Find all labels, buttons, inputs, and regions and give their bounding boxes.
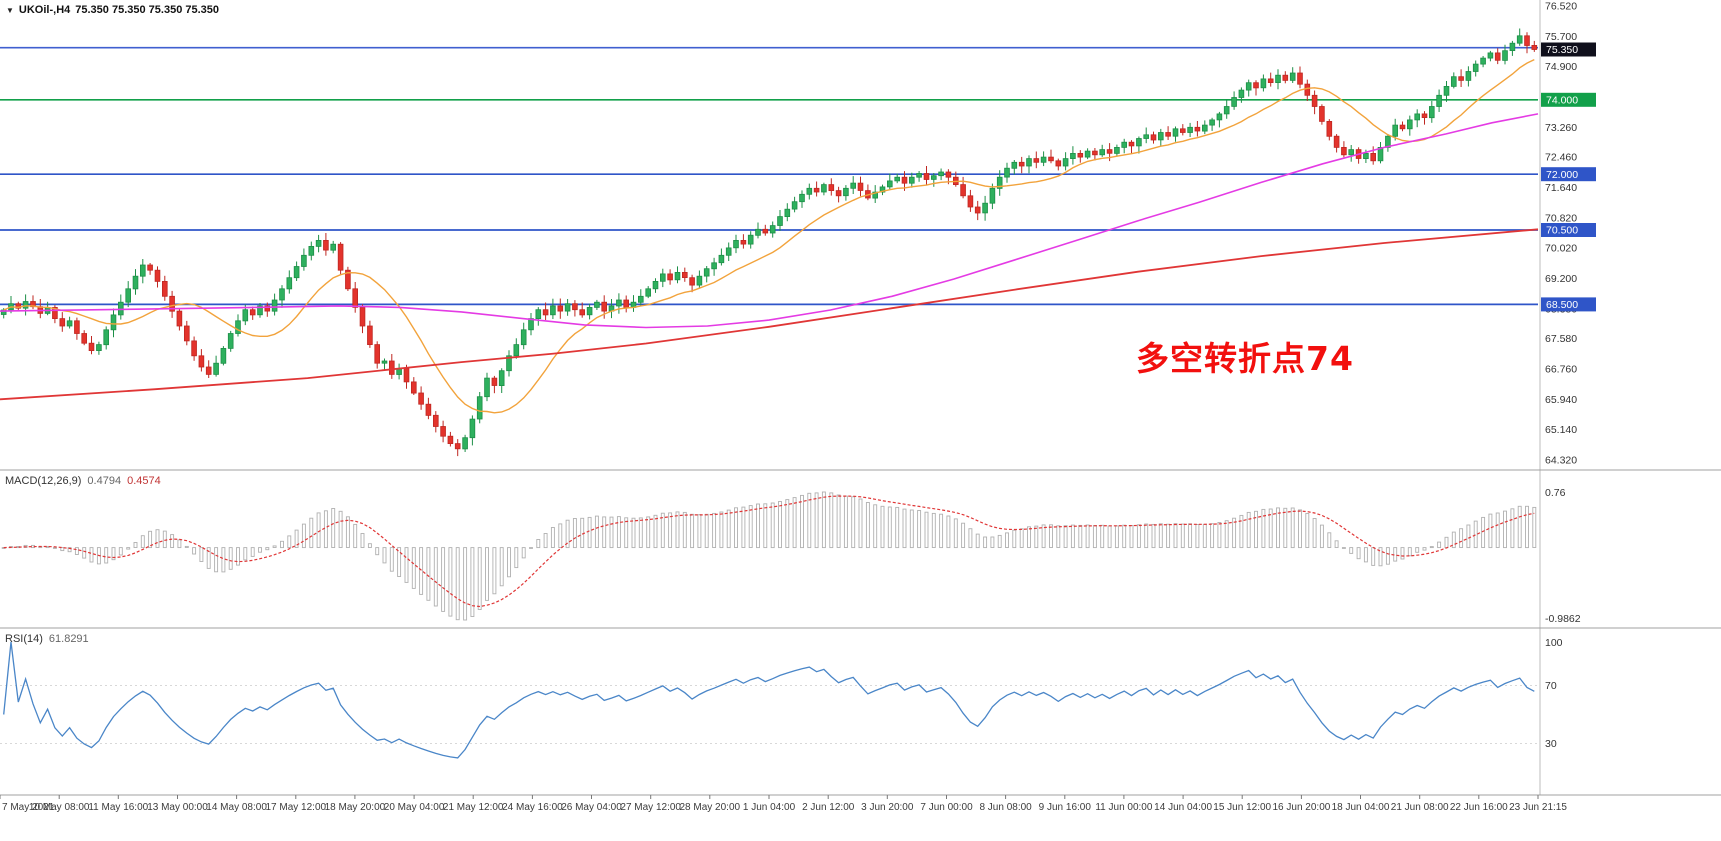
price-tick-label: 70.820	[1545, 213, 1577, 225]
price-line-badge: 72.000	[1541, 167, 1596, 182]
symbol-title: UKOil-,H4	[18, 4, 71, 16]
time-tick-label: 7 Jun 00:00	[920, 802, 973, 813]
time-tick-label: 26 May 04:00	[561, 802, 622, 813]
time-tick-label: 11 May 16:00	[88, 802, 148, 813]
price-tick-label: 66.760	[1545, 364, 1577, 376]
time-tick-label: 10 May 08:00	[29, 802, 90, 813]
time-tick-label: 3 Jun 20:00	[861, 802, 914, 813]
svg-text:68.500: 68.500	[1546, 299, 1578, 311]
time-tick-label: 11 Jun 00:00	[1095, 802, 1153, 813]
macd-axis-max: 0.76	[1545, 487, 1566, 499]
price-tick-label: 67.580	[1545, 333, 1577, 345]
macd-signal-line	[3, 495, 1535, 608]
time-tick-label: 16 Jun 20:00	[1272, 802, 1330, 813]
rsi-line	[3, 641, 1535, 759]
rsi-axis-top: 100	[1545, 637, 1563, 649]
time-tick-label: 18 May 20:00	[325, 802, 386, 813]
time-tick-label: 24 May 16:00	[502, 802, 563, 813]
time-tick-label: 14 Jun 04:00	[1154, 802, 1212, 813]
rsi-level-label: 70	[1545, 680, 1557, 692]
price-tick-label: 73.260	[1545, 122, 1577, 134]
time-tick-label: 7 May 2021	[2, 802, 55, 813]
rsi-indicator-label: RSI(14) 61.8291	[5, 633, 89, 645]
price-tick-label: 72.460	[1545, 152, 1577, 164]
rsi-level-label: 30	[1545, 738, 1557, 750]
price-tick-label: 75.700	[1545, 31, 1577, 43]
chart-header: ▼ UKOil-,H4 75.350 75.350 75.350 75.350	[6, 4, 219, 16]
macd-indicator-label: MACD(12,26,9) 0.4794 0.4574	[5, 475, 161, 487]
time-tick-label: 21 Jun 08:00	[1391, 802, 1449, 813]
time-tick-label: 15 Jun 12:00	[1213, 802, 1271, 813]
time-tick-label: 2 Jun 12:00	[802, 802, 855, 813]
time-tick-label: 1 Jun 04:00	[743, 802, 796, 813]
time-tick-label: 8 Jun 08:00	[979, 802, 1032, 813]
price-line-badge: 68.500	[1541, 297, 1596, 312]
symbol-dropdown-icon[interactable]: ▼	[6, 5, 14, 15]
svg-text:72.000: 72.000	[1546, 169, 1578, 181]
time-tick-label: 9 Jun 16:00	[1039, 802, 1092, 813]
macd-histogram	[1, 491, 1537, 621]
rsi-value: 61.8291	[48, 633, 89, 645]
price-tick-label: 70.020	[1545, 242, 1577, 254]
ma-fast-line	[3, 58, 1535, 414]
price-tick-label: 64.320	[1545, 455, 1577, 467]
time-tick-label: 14 May 08:00	[206, 802, 267, 813]
macd-main-value: 0.4794	[87, 475, 122, 487]
ohlc-readout: 75.350 75.350 75.350 75.350	[75, 4, 220, 16]
time-tick-label: 28 May 20:00	[679, 802, 740, 813]
rsi-name: RSI(14)	[5, 633, 43, 645]
svg-text:70.500: 70.500	[1546, 225, 1578, 237]
price-line-badge: 75.350	[1541, 42, 1596, 57]
time-tick-label: 23 Jun 21:15	[1509, 802, 1567, 813]
price-line-badge: 70.500	[1541, 223, 1596, 237]
price-tick-label: 65.140	[1545, 424, 1577, 436]
price-tick-label: 69.200	[1545, 273, 1577, 285]
svg-text:74.000: 74.000	[1546, 94, 1578, 106]
time-tick-label: 17 May 12:00	[265, 802, 326, 813]
candlestick-series	[0, 28, 1538, 457]
macd-axis-min: -0.9862	[1545, 613, 1581, 625]
macd-signal-value: 0.4574	[127, 475, 161, 487]
price-tick-label: 71.640	[1545, 182, 1577, 194]
time-tick-label: 20 May 04:00	[384, 802, 445, 813]
time-tick-label: 18 Jun 04:00	[1332, 802, 1390, 813]
time-tick-label: 27 May 12:00	[620, 802, 681, 813]
chart-annotation-text: 多空转折点74	[1136, 339, 1354, 378]
time-tick-label: 22 Jun 16:00	[1450, 802, 1508, 813]
svg-text:75.350: 75.350	[1546, 44, 1578, 56]
ma-mid-line	[0, 113, 1539, 329]
ma-slow-line	[0, 228, 1539, 401]
time-tick-label: 21 May 12:00	[443, 802, 504, 813]
time-tick-label: 13 May 00:00	[147, 802, 208, 813]
price-tick-label: 76.520	[1545, 1, 1577, 13]
macd-name: MACD(12,26,9)	[5, 475, 82, 487]
price-tick-label: 74.900	[1545, 61, 1577, 73]
price-line-badge: 74.000	[1541, 92, 1596, 107]
price-tick-label: 65.940	[1545, 394, 1577, 406]
